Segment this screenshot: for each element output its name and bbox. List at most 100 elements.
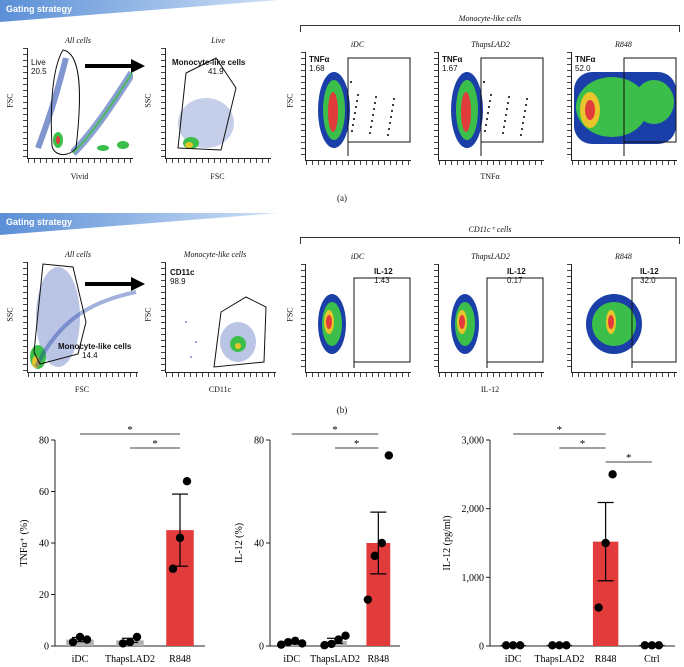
data-point bbox=[363, 595, 373, 604]
gate-name: Monocyte-like cells bbox=[172, 58, 246, 67]
data-point bbox=[555, 641, 564, 650]
chart-e: 0 1,000 2,000 3,000 IL-12 (pg/ml) iDC ThapsLAD… bbox=[442, 424, 675, 665]
gate-label: IL-12 1.43 bbox=[374, 267, 393, 285]
data-point bbox=[370, 551, 380, 561]
gate-value: 0.17 bbox=[507, 276, 523, 285]
x-tick-label: ThapsLAD2 bbox=[310, 654, 360, 665]
data-point bbox=[384, 451, 394, 460]
gate-name: TNFα bbox=[309, 55, 330, 64]
y-tick-label: 60 bbox=[39, 487, 49, 498]
gate-value: 14.4 bbox=[82, 351, 98, 360]
data-point bbox=[125, 637, 135, 647]
flow-density bbox=[30, 263, 137, 369]
y-axis-label: FSC bbox=[143, 307, 153, 322]
gate-value: 98.9 bbox=[170, 277, 186, 286]
gate-name: Live bbox=[31, 58, 46, 67]
y-tick-label: 1,000 bbox=[462, 573, 485, 584]
gate-value: 1.67 bbox=[442, 64, 458, 73]
data-point bbox=[175, 533, 185, 543]
flow-plot-thapslad2: TNFα 1.67 bbox=[434, 52, 544, 165]
gating-banner-b: Gating strategy bbox=[0, 213, 278, 235]
flow-density bbox=[574, 57, 677, 156]
y-tick-label: 0 bbox=[259, 642, 264, 653]
data-point bbox=[508, 641, 518, 650]
plot-title: iDC bbox=[350, 40, 365, 49]
x-tick-label: ThapsLAD2 bbox=[534, 654, 584, 665]
flow-plot-r848: IL-12 32.0 bbox=[567, 264, 677, 377]
bar-r848 bbox=[366, 543, 391, 646]
data-point bbox=[548, 641, 557, 650]
y-tick-label: 80 bbox=[39, 436, 49, 447]
gating-arrow bbox=[85, 59, 145, 73]
gating-banner-wedge bbox=[0, 213, 278, 235]
data-point bbox=[608, 470, 617, 479]
x-tick-label: iDC bbox=[505, 654, 522, 665]
y-axis-label: FSC bbox=[285, 93, 295, 108]
data-point bbox=[594, 603, 603, 612]
y-tick-label: 40 bbox=[254, 539, 264, 550]
gate-value: 20.5 bbox=[31, 67, 47, 76]
panel-letter-b: (b) bbox=[336, 405, 348, 415]
y-tick-label: 40 bbox=[39, 539, 49, 550]
gate-label: TNFα 52.0 bbox=[575, 55, 595, 73]
y-tick-label: 2,000 bbox=[462, 504, 485, 515]
flow-plot-live: Live 20.5 bbox=[23, 48, 136, 163]
flow-density bbox=[318, 277, 411, 368]
significance-star: * bbox=[152, 438, 158, 450]
x-tick-label: R848 bbox=[367, 654, 389, 665]
flow-plot-cd11c-gate: CD11c 98.9 bbox=[161, 262, 276, 377]
gate-name: IL-12 bbox=[507, 267, 526, 276]
data-point bbox=[297, 639, 307, 648]
plot-title: R848 bbox=[615, 40, 632, 49]
group-bracket bbox=[300, 25, 680, 32]
y-tick-label: 20 bbox=[39, 590, 49, 601]
gate-value: 1.43 bbox=[374, 276, 390, 285]
flow-density bbox=[318, 57, 411, 156]
gate-value: 32.0 bbox=[640, 276, 656, 285]
data-point bbox=[290, 636, 300, 646]
y-tick-label: 0 bbox=[479, 642, 484, 653]
significance-star: * bbox=[626, 452, 632, 464]
gate-label: CD11c 98.9 bbox=[170, 268, 194, 286]
data-point bbox=[283, 637, 293, 647]
data-point bbox=[377, 538, 387, 548]
gate-name: TNFα bbox=[575, 55, 596, 64]
x-axis-label: FSC bbox=[210, 172, 225, 181]
data-point bbox=[501, 641, 511, 650]
data-point bbox=[562, 641, 571, 650]
plot-title: ThapsLAD2 bbox=[471, 252, 510, 261]
data-point bbox=[320, 641, 329, 650]
data-point bbox=[647, 641, 657, 650]
x-tick-label: R848 bbox=[169, 654, 191, 665]
group-title: CD11c⁺ cells bbox=[468, 225, 512, 234]
plot-title: Monocyte-like cells bbox=[183, 250, 247, 259]
x-tick-label: Ctrl bbox=[644, 654, 660, 665]
flow-plot-monocyte-gate: Monocyte-like cells 41.9 bbox=[161, 48, 271, 163]
gating-banner-wedge bbox=[0, 0, 278, 22]
y-axis-label: IL-12 (pg/ml) bbox=[442, 515, 453, 570]
significance-star: * bbox=[557, 424, 563, 436]
gate-name: IL-12 bbox=[640, 267, 659, 276]
data-point bbox=[75, 632, 85, 642]
data-point bbox=[515, 641, 525, 650]
data-point bbox=[334, 635, 343, 644]
gating-banner-a: Gating strategy bbox=[0, 0, 278, 22]
data-point bbox=[118, 639, 128, 648]
panel-letter-a: (a) bbox=[337, 193, 347, 203]
flow-density bbox=[451, 57, 544, 156]
significance-star: * bbox=[580, 438, 586, 450]
plot-title: iDC bbox=[350, 252, 365, 261]
data-point bbox=[182, 477, 192, 486]
flow-plot-r848: TNFα 52.0 bbox=[567, 52, 677, 165]
gate-value: 1.68 bbox=[309, 64, 325, 73]
flow-density bbox=[586, 277, 677, 368]
bar-idc bbox=[66, 639, 94, 646]
flow-density bbox=[177, 57, 237, 151]
y-axis-label: FSC bbox=[5, 93, 15, 108]
gating-arrow bbox=[85, 277, 145, 291]
data-point bbox=[654, 641, 664, 650]
gating-banner-label: Gating strategy bbox=[6, 217, 73, 227]
